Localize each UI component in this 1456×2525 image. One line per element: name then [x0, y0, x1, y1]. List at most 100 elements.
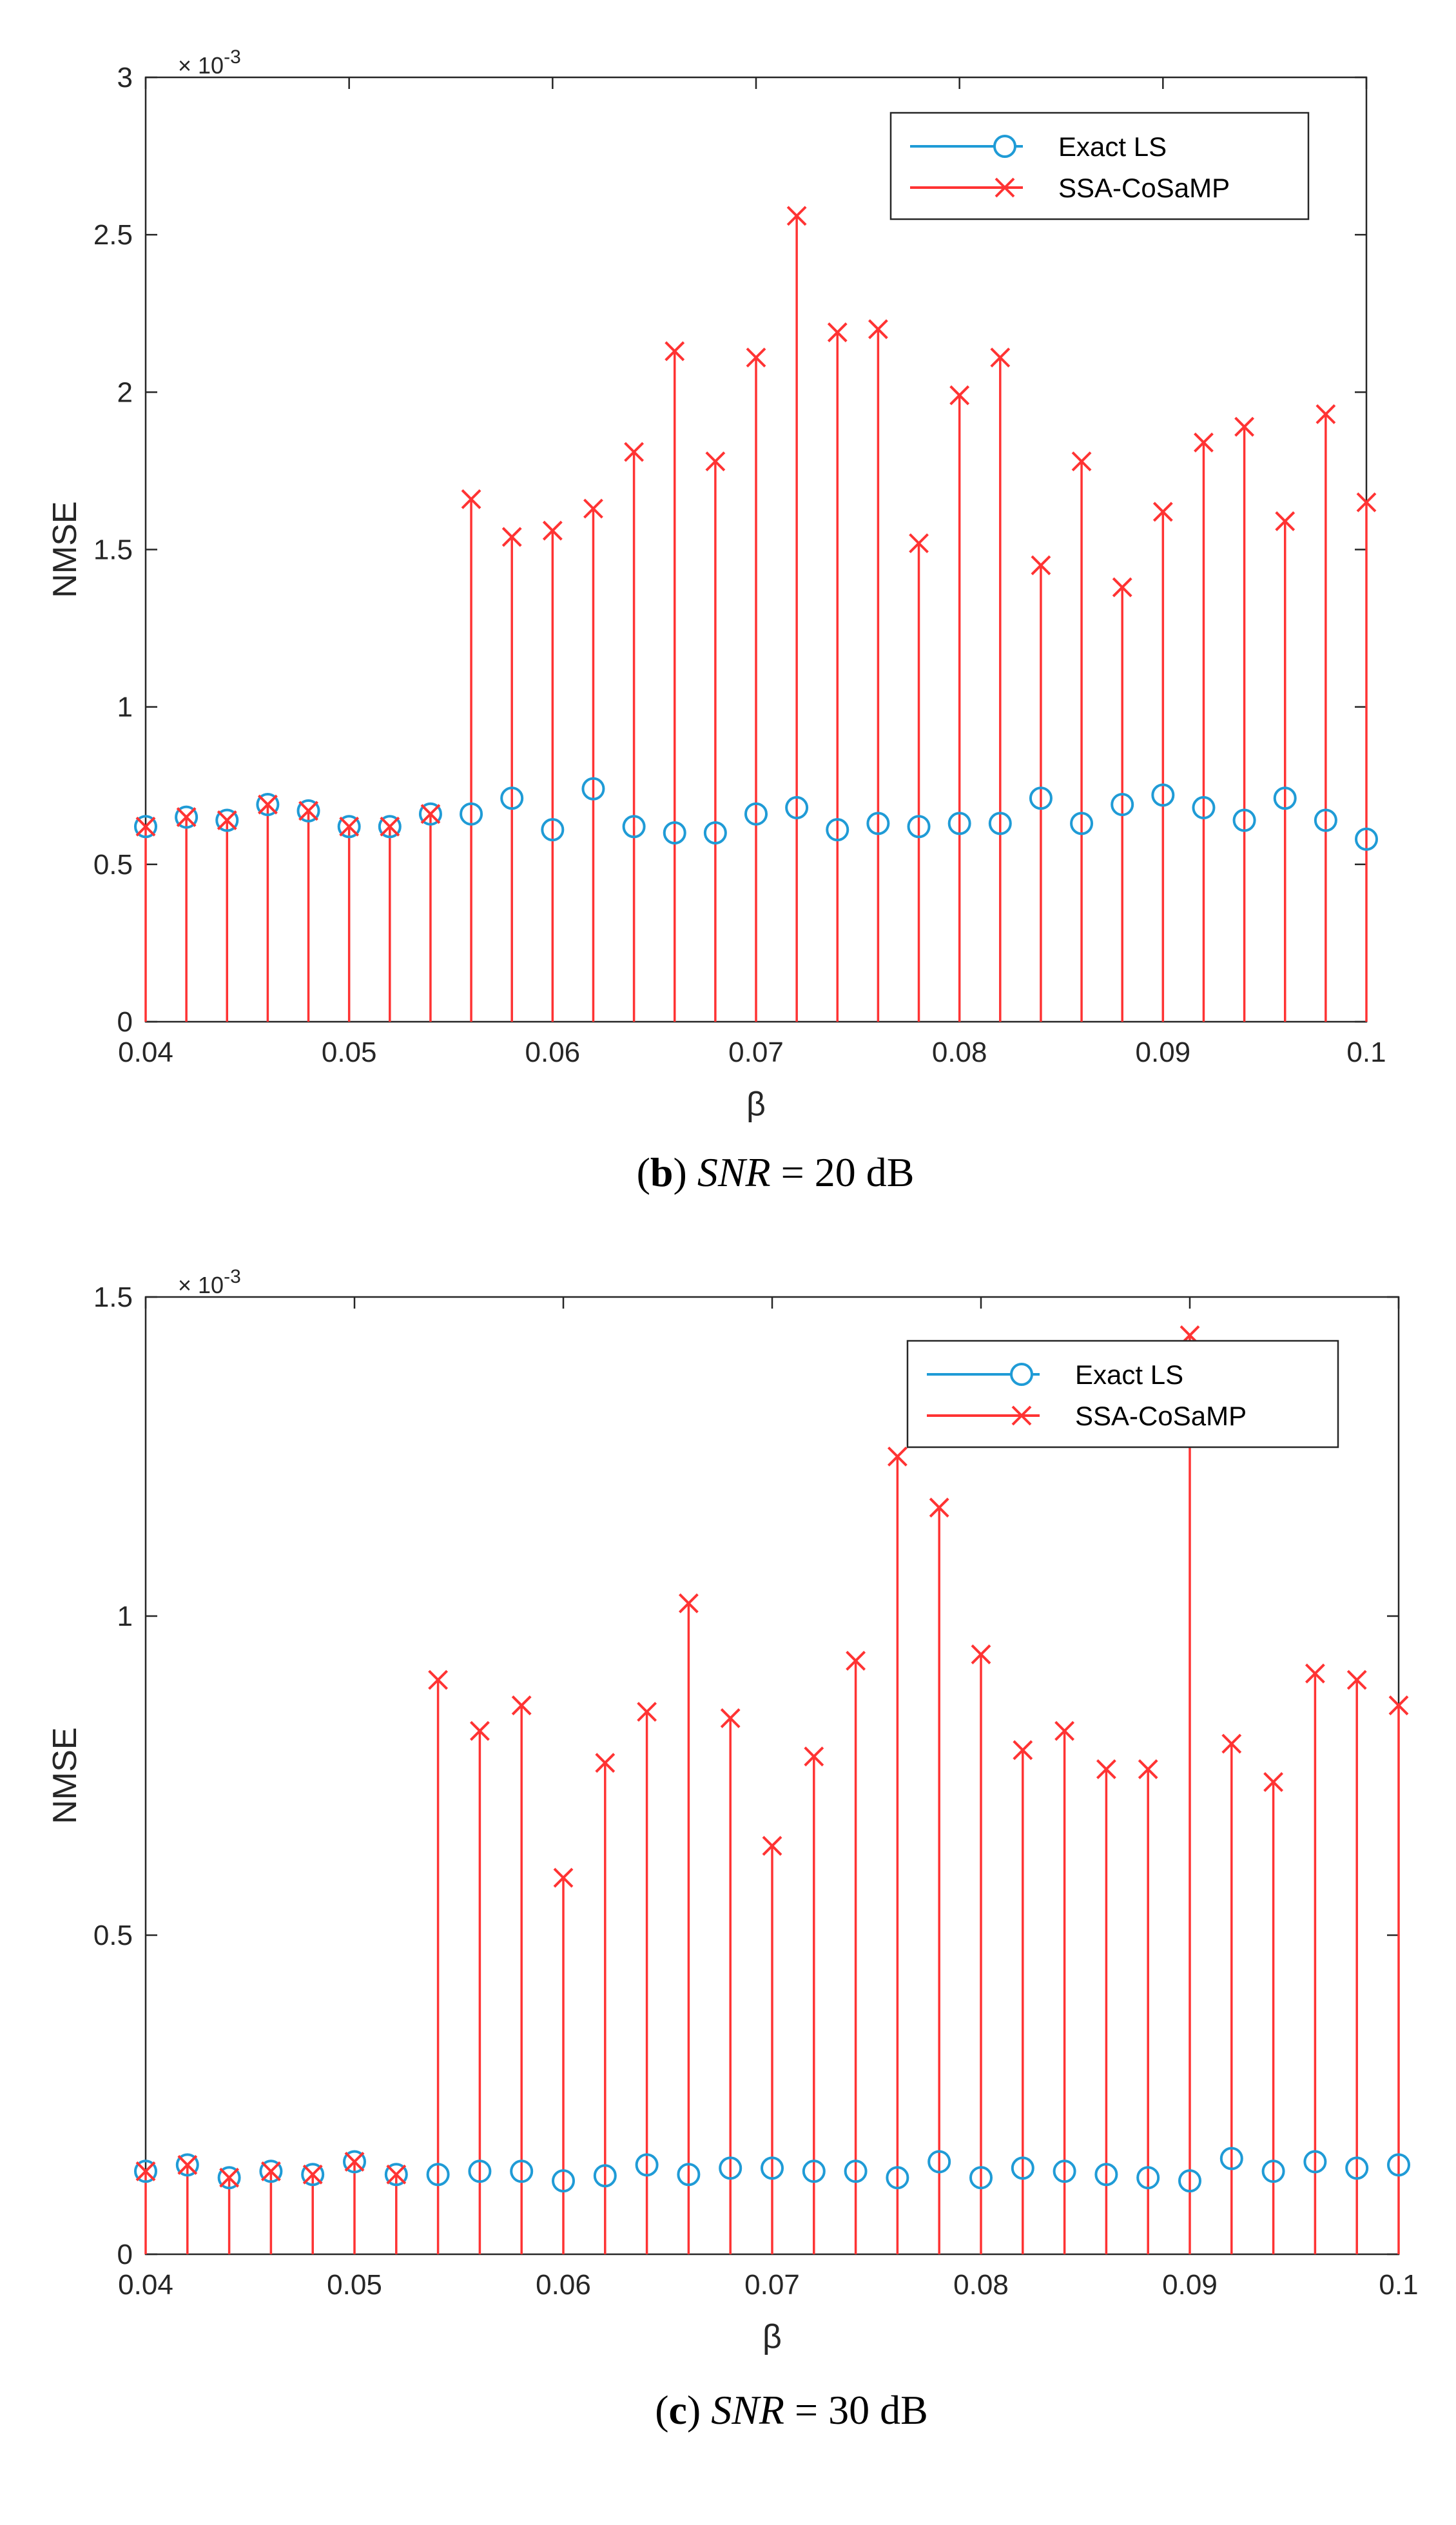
figure-caption: (c) SNR = 30 dB: [655, 2387, 928, 2433]
exact-ls-point: [259, 2159, 283, 2183]
y-tick-label: 0: [117, 2239, 133, 2270]
x-tick-label: 0.09: [1162, 2269, 1218, 2301]
exact-ls-point: [907, 815, 931, 839]
ssa-cosamp-point: [786, 206, 807, 226]
ssa-cosamp-point: [135, 816, 156, 837]
legend-ssa-cosamp-label: SSA-CoSaMP: [1058, 173, 1230, 203]
exact-ls-point: [635, 2153, 659, 2177]
ssa-cosamp-point: [1388, 1695, 1409, 1716]
exact-ls-point: [622, 815, 646, 839]
ssa-cosamp-point: [720, 1708, 741, 1728]
y-tick-label: 1: [117, 692, 133, 723]
ssa-cosamp-point: [302, 2164, 323, 2185]
ssa-cosamp-point: [746, 347, 766, 368]
exact-ls-point: [581, 777, 605, 801]
x-tick-label: 0.06: [536, 2269, 591, 2301]
legend-exact-ls-label: Exact LS: [1058, 132, 1167, 162]
exact-ls-point: [947, 812, 971, 835]
x-tick-label: 0.08: [953, 2269, 1009, 2301]
exact-ls-point: [927, 2150, 951, 2174]
exact-ls-point: [969, 2166, 993, 2190]
ssa-cosamp-point: [1054, 1721, 1075, 1741]
exact-ls-point: [1219, 2147, 1243, 2170]
x-tick-label: 0.04: [118, 1037, 173, 1068]
exact-ls-point: [215, 808, 239, 832]
legend-ssa-cosamp-label: SSA-CoSaMP: [1075, 1401, 1247, 1431]
exact-ls-point: [1011, 2156, 1034, 2180]
ssa-cosamp-point: [868, 319, 888, 340]
x-tick-label: 0.1: [1346, 1037, 1386, 1068]
x-tick-label: 0.1: [1379, 2269, 1418, 2301]
ssa-cosamp-point: [1013, 1740, 1033, 1760]
ssa-cosamp-point: [1346, 1670, 1367, 1690]
ssa-cosamp-point: [887, 1447, 908, 1467]
x-tick-label: 0.05: [322, 1037, 377, 1068]
legend: Exact LS SSA-CoSaMP: [906, 1340, 1339, 1448]
ssa-cosamp-point: [929, 1497, 949, 1518]
ssa-cosamp-point: [827, 322, 848, 342]
ssa-cosamp-point: [990, 347, 1011, 368]
exact-ls-point: [866, 812, 890, 835]
ssa-cosamp-point: [386, 2164, 407, 2185]
ssa-cosamp-point: [1031, 555, 1051, 576]
ssa-cosamp-point: [135, 2161, 156, 2181]
exact-ls-point: [500, 786, 524, 810]
exact-ls-point: [217, 2166, 241, 2190]
ssa-cosamp-point: [217, 810, 237, 830]
y-tick-label: 0.5: [93, 849, 133, 881]
exact-ls-point: [134, 2159, 157, 2183]
exact-ls-point: [1192, 795, 1216, 819]
exact-ls-point: [1387, 2153, 1410, 2177]
ssa-cosamp-point: [511, 1695, 532, 1716]
exact-ls-point: [1029, 786, 1053, 810]
ssa-cosamp-point: [420, 804, 441, 824]
exact-ls-point: [1345, 2156, 1369, 2180]
exact-ls-point: [378, 815, 402, 839]
exact-ls-point: [1178, 2169, 1201, 2193]
ssa-cosamp-point: [1263, 1771, 1284, 1792]
ssa-cosamp-point: [1305, 1663, 1325, 1684]
exact-ls-point: [677, 2163, 701, 2187]
ssa-cosamp-point: [298, 801, 318, 821]
exact-ls-point: [337, 815, 361, 839]
exact-ls-point: [426, 2163, 450, 2187]
ssa-cosamp-point: [971, 1644, 991, 1664]
exact-ls-point: [593, 2164, 617, 2188]
ssa-cosamp-point: [595, 1753, 616, 1773]
legend-ssa-cosamp-marker: [1011, 1405, 1032, 1426]
exact-ls-point: [1261, 2159, 1285, 2183]
y-tick-label: 0: [117, 1006, 133, 1038]
legend-exact-ls-marker: [1010, 1363, 1033, 1386]
exact-ls-point: [761, 2156, 784, 2180]
exact-ls-point: [844, 2159, 868, 2183]
exact-ls-point: [1111, 793, 1134, 817]
exact-ls-point: [988, 812, 1012, 835]
x-tick-label: 0.07: [744, 2269, 800, 2301]
ssa-cosamp-point: [762, 1835, 782, 1856]
legend-exact-ls-label: Exact LS: [1075, 1360, 1183, 1390]
ssa-cosamp-point: [260, 2161, 281, 2181]
x-tick-label: 0.07: [728, 1037, 784, 1068]
exact-ls-point: [296, 799, 320, 823]
exact-ls-point: [886, 2166, 909, 2190]
exact-ls-point: [703, 821, 727, 844]
ssa-cosamp-point: [177, 2154, 198, 2175]
exact-ls-point: [1094, 2163, 1118, 2187]
y-axis-exponent: × 10-3: [178, 46, 241, 79]
ssa-cosamp-point: [583, 498, 603, 519]
ssa-cosamp-point: [461, 489, 481, 509]
x-axis-label: β: [746, 1086, 766, 1123]
exact-ls-point: [541, 818, 565, 842]
y-tick-label: 2: [117, 376, 133, 408]
ssa-cosamp-point: [542, 520, 563, 541]
y-tick-label: 1: [117, 1601, 133, 1632]
ssa-cosamp-point: [1096, 1759, 1116, 1780]
ssa-cosamp-point: [949, 385, 970, 405]
y-tick-label: 1.5: [93, 534, 133, 566]
exact-ls-point: [343, 2150, 366, 2174]
ssa-cosamp-point: [909, 533, 929, 554]
exact-ls-point: [719, 2156, 743, 2180]
ssa-cosamp-point: [804, 1746, 824, 1767]
exact-ls-point: [510, 2159, 534, 2183]
